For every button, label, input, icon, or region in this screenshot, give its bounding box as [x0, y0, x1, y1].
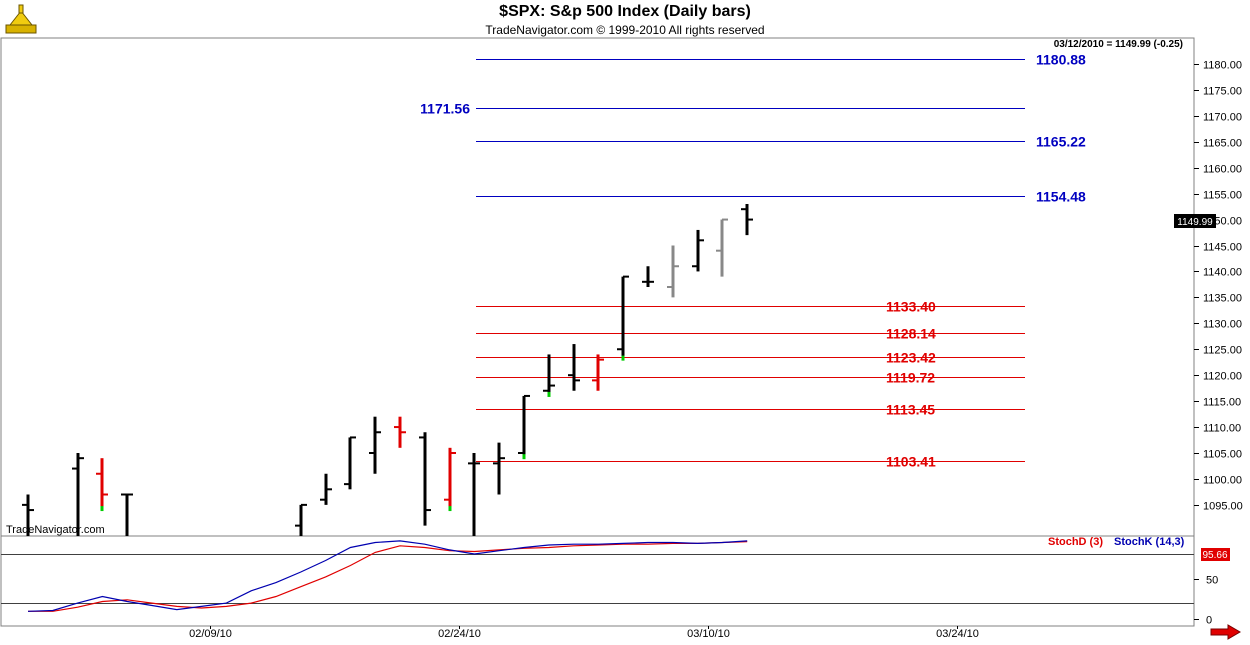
stoch-value-badge-text: 95.66	[1202, 550, 1227, 561]
date-axis-tick-label: 02/24/10	[438, 628, 481, 640]
price-axis-tick-label: 1160.00	[1203, 164, 1242, 176]
legend-stoch-d: StochD (3)	[1048, 536, 1103, 548]
stoch-axis-tick-label: 0	[1206, 615, 1212, 627]
price-bar	[394, 416, 406, 448]
chart-subtitle: TradeNavigator.com © 1999-2010 All right…	[485, 23, 765, 37]
price-bar	[543, 354, 555, 397]
price-axis-tick-label: 1170.00	[1203, 112, 1242, 124]
price-bar-uptick	[448, 506, 452, 512]
stoch-panel-frame	[0, 535, 1195, 627]
price-bar	[741, 204, 753, 236]
level-label: 1133.40	[886, 299, 936, 315]
price-bar	[518, 394, 530, 460]
price-bar	[617, 275, 629, 361]
level-label: 1119.72	[886, 370, 935, 386]
price-bar	[320, 473, 332, 505]
price-bar	[568, 344, 580, 391]
price-bar	[121, 493, 133, 536]
price-bar	[96, 458, 108, 512]
date-axis-tick-label: 02/09/10	[189, 628, 232, 640]
price-bar	[444, 447, 456, 512]
level-label: 1113.45	[886, 402, 935, 418]
price-axis-tick-label: 1110.00	[1203, 423, 1241, 435]
price-bar	[592, 354, 604, 391]
stoch-axis-tick-label: 50	[1206, 575, 1218, 587]
level-label: 1123.42	[886, 350, 936, 366]
stoch-series-line	[28, 541, 748, 612]
price-axis-tick-label: 1165.00	[1203, 138, 1242, 150]
date-axis-tick-label: 03/10/10	[687, 628, 730, 640]
red-right-arrow-icon	[1210, 624, 1241, 640]
price-axis-tick-label: 1130.00	[1203, 319, 1242, 331]
price-axis-tick-label: 1100.00	[1203, 475, 1242, 487]
price-axis-tick-label: 1175.00	[1203, 86, 1242, 98]
stoch-value-badge: 95.66	[1201, 548, 1230, 561]
price-bar	[468, 453, 480, 536]
price-bar-uptick	[621, 355, 625, 361]
price-bar	[72, 453, 84, 536]
price-bar-uptick	[100, 506, 104, 512]
trade-navigator-logo[interactable]	[4, 3, 38, 37]
price-bar	[667, 245, 679, 298]
chart-title: $SPX: S&p 500 Index (Daily bars)	[499, 3, 751, 20]
price-axis-tick-label: 1140.00	[1203, 267, 1242, 279]
price-axis-tick-label: 1155.00	[1203, 190, 1242, 202]
price-axis-tick-label: 1115.00	[1203, 397, 1241, 409]
watermark-text: TradeNavigator.com	[6, 524, 105, 536]
price-bar	[369, 416, 381, 474]
price-axis-tick-label: 1180.00	[1203, 60, 1242, 72]
level-label: 1180.88	[1036, 52, 1086, 68]
level-label: 1165.22	[1036, 134, 1086, 150]
level-label: 1154.48	[1036, 189, 1086, 205]
price-bar-uptick	[522, 454, 526, 460]
legend-stoch-k: StochK (14,3)	[1114, 536, 1185, 548]
price-bar	[295, 503, 307, 536]
price-readout: 03/12/2010 = 1149.99 (-0.25)	[1054, 39, 1183, 50]
stoch-series-line	[27, 540, 748, 612]
last-price-badge-text: 1149.99	[1177, 217, 1213, 228]
price-axis-tick-label: 1105.00	[1203, 449, 1242, 461]
price-axis-tick-label: 1145.00	[1203, 242, 1242, 254]
price-bar	[419, 432, 431, 526]
price-axis-tick-label: 1120.00	[1203, 371, 1242, 383]
trade-navigator-logo-icon	[5, 4, 37, 34]
price-bar	[716, 218, 728, 277]
price-axis-tick-label: 1125.00	[1203, 345, 1242, 357]
next-page-button[interactable]	[1210, 624, 1242, 640]
price-bar-uptick	[547, 391, 551, 397]
price-bar	[493, 442, 505, 495]
price-bar	[344, 436, 356, 490]
last-price-badge: 1149.99	[1174, 214, 1216, 228]
price-bar	[22, 494, 34, 536]
date-axis-tick-label: 03/24/10	[936, 628, 979, 640]
level-label: 1128.14	[886, 326, 936, 342]
price-bar	[692, 229, 704, 272]
level-label: 1103.41	[886, 454, 936, 470]
price-axis-tick-label: 1135.00	[1203, 293, 1242, 305]
price-axis-tick-label: 1095.00	[1203, 501, 1243, 513]
price-bar	[642, 266, 654, 287]
level-label: 1171.56	[420, 101, 470, 117]
